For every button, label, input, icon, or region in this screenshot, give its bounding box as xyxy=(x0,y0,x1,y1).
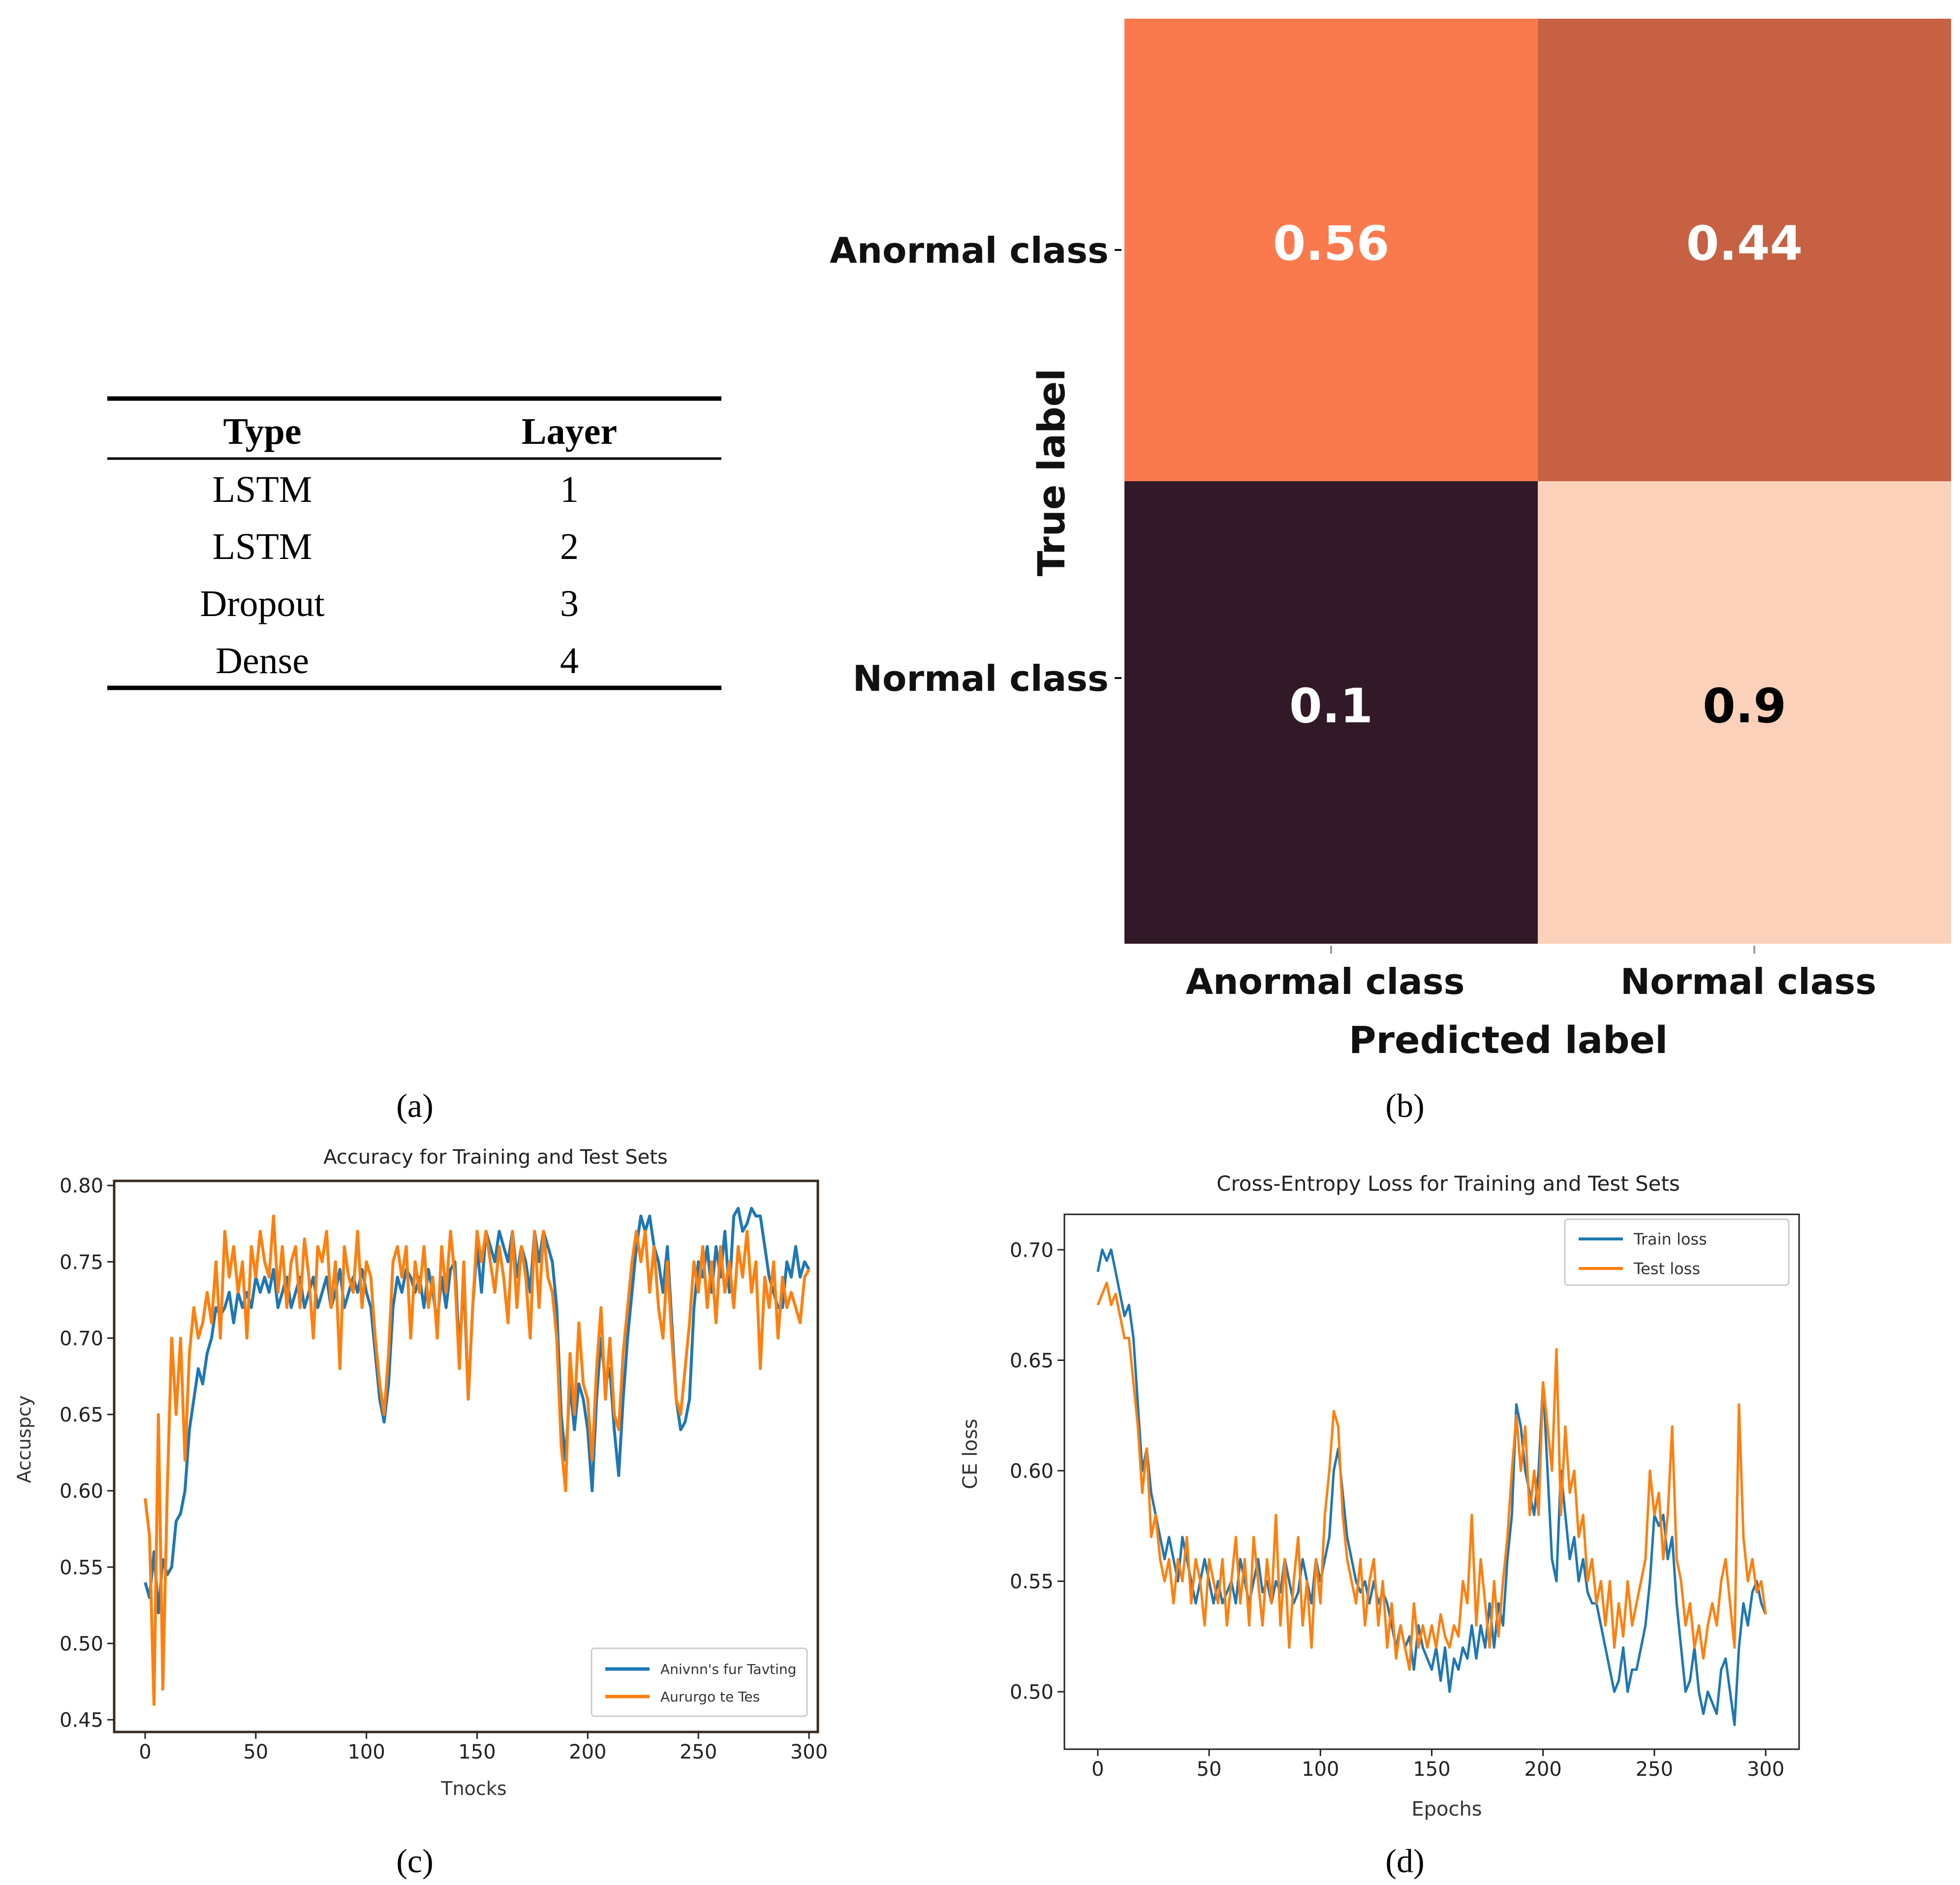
panel-label-d: (d) xyxy=(1385,1842,1424,1880)
x-tick-label: 150 xyxy=(1413,1758,1450,1781)
confusion-matrix: 0.56 0.44 0.1 0.9 Anormal class Normal class… xyxy=(830,19,1951,1062)
cm-cell xyxy=(1124,481,1538,944)
cm-y-tick-label: Normal class xyxy=(853,658,1109,699)
panel-label-c: (c) xyxy=(396,1842,433,1880)
x-tick-label: 50 xyxy=(243,1741,268,1763)
cm-cell-value: 0.44 xyxy=(1686,216,1803,271)
x-tick-label: 300 xyxy=(790,1741,828,1763)
y-tick-label: 0.50 xyxy=(1010,1681,1054,1704)
y-tick-label: 0.70 xyxy=(60,1328,103,1350)
legend-entry: Aururgo te Tes xyxy=(660,1689,760,1705)
x-tick-label: 250 xyxy=(1636,1758,1673,1781)
cm-cell xyxy=(1538,481,1951,944)
series-line-test xyxy=(1096,1281,1767,1671)
y-tick-label: 0.65 xyxy=(60,1404,103,1426)
x-tick-label: 300 xyxy=(1747,1758,1784,1781)
table-cell: Dense xyxy=(216,640,309,681)
cm-y-axis-label: True label xyxy=(1029,369,1073,576)
table-cell: 1 xyxy=(560,469,579,510)
x-tick-label: 200 xyxy=(1524,1758,1562,1781)
y-tick-label: 0.80 xyxy=(60,1175,103,1198)
table-cell: 3 xyxy=(560,583,579,624)
x-tick-label: 50 xyxy=(1197,1758,1222,1781)
y-tick-label: 0.65 xyxy=(1010,1350,1054,1372)
y-tick-label: 0.55 xyxy=(1010,1571,1054,1593)
cm-cell-value: 0.1 xyxy=(1289,679,1373,734)
x-tick-label: 200 xyxy=(569,1741,606,1763)
cm-y-tick-label: Anormal class xyxy=(830,230,1109,271)
accuracy-title: Accuracy for Training and Test Sets xyxy=(323,1146,668,1169)
x-tick-label: 150 xyxy=(458,1741,496,1763)
panel-label-a: (a) xyxy=(396,1087,433,1124)
cm-cell-value: 0.56 xyxy=(1273,216,1390,271)
cm-cell xyxy=(1538,19,1951,481)
cm-cell-value: 0.9 xyxy=(1703,679,1786,734)
accuracy-chart: Accuracy for Training and Test Sets 0 50 1… xyxy=(13,1146,828,1799)
loss-title: Cross-Entropy Loss for Training and Test… xyxy=(1216,1172,1680,1196)
series-line-test xyxy=(144,1214,810,1706)
table-cell: 4 xyxy=(560,640,579,681)
table-cell: LSTM xyxy=(213,469,312,510)
legend-entry: Test loss xyxy=(1633,1260,1700,1278)
y-tick-label: 0.55 xyxy=(60,1556,103,1579)
y-tick-label: 0.60 xyxy=(1010,1460,1054,1483)
legend-entry: Train loss xyxy=(1633,1230,1707,1249)
cm-x-tick-label: Normal class xyxy=(1620,961,1876,1002)
table-cell: LSTM xyxy=(213,526,312,567)
y-tick-label: 0.60 xyxy=(60,1480,103,1503)
loss-chart: Cross-Entropy Loss for Training and Test… xyxy=(959,1172,1800,1821)
table-header-cell: Type xyxy=(223,411,301,452)
cm-x-tick-label: Anormal class xyxy=(1186,961,1465,1002)
cm-cell xyxy=(1124,19,1538,481)
legend-entry: Anivnn's fur Tavting xyxy=(660,1661,796,1677)
layer-table: Type Layer LSTM 1 LSTM 2 Dropout 3 Dense 4 xyxy=(107,396,721,690)
table-cell: 2 xyxy=(560,526,579,567)
panel-label-b: (b) xyxy=(1385,1087,1424,1124)
loss-x-axis-label: Epochs xyxy=(1411,1798,1482,1821)
plot-frame xyxy=(1063,1213,1800,1750)
table-header-cell: Layer xyxy=(522,411,617,452)
accuracy-x-axis-label: Tnocks xyxy=(440,1778,506,1799)
y-tick-label: 0.70 xyxy=(1010,1239,1054,1262)
legend-box xyxy=(591,1647,808,1717)
x-tick-label: 250 xyxy=(680,1741,717,1763)
cm-x-axis-label: Predicted label xyxy=(1349,1018,1668,1062)
x-tick-label: 0 xyxy=(139,1741,151,1763)
x-tick-label: 100 xyxy=(1302,1758,1339,1781)
y-tick-label: 0.50 xyxy=(60,1633,103,1655)
table-cell: Dropout xyxy=(200,583,324,624)
loss-y-axis-label: CE loss xyxy=(959,1419,982,1489)
x-tick-label: 0 xyxy=(1091,1758,1104,1781)
x-tick-label: 100 xyxy=(347,1741,385,1763)
accuracy-y-axis-label: Accuspcy xyxy=(13,1395,35,1483)
y-tick-label: 0.45 xyxy=(60,1709,103,1732)
y-tick-label: 0.75 xyxy=(60,1251,103,1274)
